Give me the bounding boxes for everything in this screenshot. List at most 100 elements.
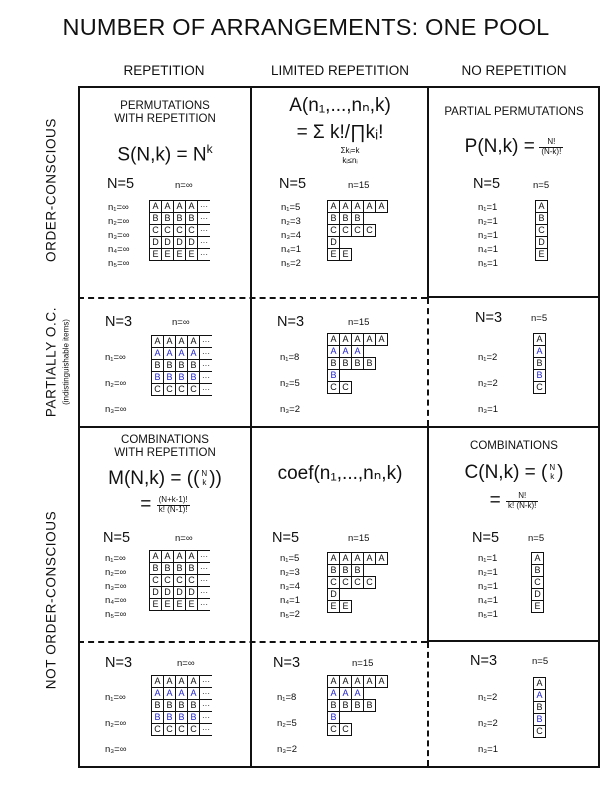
grid-cell: B bbox=[185, 562, 198, 575]
grid-cell: C bbox=[185, 574, 198, 587]
item-count: n₄=1 bbox=[478, 595, 498, 606]
grid-cell: B bbox=[175, 371, 188, 384]
item-counts: n₁=5 n₂=3 n₃=4 n₄=1 n₅=2 bbox=[280, 552, 300, 622]
grid-cell: A bbox=[151, 335, 164, 348]
item-count: n₃=2 bbox=[280, 404, 300, 415]
item-count: n₃=1 bbox=[478, 744, 498, 755]
grid-cell: ··· bbox=[197, 212, 210, 225]
grid-cell: ··· bbox=[197, 200, 210, 213]
item-count: n₂=∞ bbox=[105, 718, 127, 729]
n-value: N=5 bbox=[279, 176, 307, 192]
item-count: n₂=∞ bbox=[108, 216, 130, 227]
grid-cell: A bbox=[185, 200, 198, 213]
item-count: n₂=∞ bbox=[105, 378, 127, 389]
grid-cell: B bbox=[163, 699, 176, 712]
item-count: n₂=2 bbox=[478, 718, 498, 729]
item-count: n₁=8 bbox=[280, 352, 300, 363]
grid-cell: B bbox=[363, 699, 376, 712]
item-counts: n₁=8 n₂=5 n₃=2 bbox=[277, 685, 297, 763]
grid-cell: A bbox=[187, 675, 200, 688]
grid-cell: B bbox=[163, 359, 176, 372]
grid-cell: A bbox=[161, 200, 174, 213]
n-limit: n=15 bbox=[348, 533, 370, 544]
grid-cell: B bbox=[327, 369, 340, 382]
grid-cell: C bbox=[363, 224, 376, 237]
item-count: n₃=4 bbox=[281, 230, 301, 241]
arrangement-grid: A A A A ··· A A A A ··· B B B B ··· B B B B ··· C C C C ··· bbox=[151, 335, 212, 396]
item-count: n₂=2 bbox=[478, 378, 498, 389]
grid-cell: B bbox=[175, 359, 188, 372]
grid-cell: D bbox=[531, 588, 544, 601]
grid-cell: A bbox=[327, 200, 340, 213]
n-value: N=5 bbox=[272, 530, 300, 546]
grid-cell: ··· bbox=[197, 236, 210, 249]
grid-cell: B bbox=[535, 212, 548, 225]
grid-cell: C bbox=[533, 725, 546, 738]
grid-cell: E bbox=[327, 248, 340, 261]
page-title: NUMBER OF ARRANGEMENTS: ONE POOL bbox=[62, 14, 550, 40]
grid-cell: ··· bbox=[197, 224, 210, 237]
grid-cell: C bbox=[151, 383, 164, 396]
grid-cell: B bbox=[149, 212, 162, 225]
grid-cell: A bbox=[175, 347, 188, 360]
n-limit: n=15 bbox=[348, 180, 370, 191]
grid-cell: C bbox=[531, 576, 544, 589]
grid-cell: A bbox=[351, 200, 364, 213]
item-count: n₅=∞ bbox=[108, 258, 130, 269]
grid-cell: B bbox=[533, 701, 546, 714]
grid-cell: B bbox=[351, 564, 364, 577]
grid-cell: A bbox=[163, 335, 176, 348]
grid-cell: A bbox=[163, 675, 176, 688]
grid-cell: D bbox=[173, 236, 186, 249]
grid-cell: A bbox=[531, 552, 544, 565]
row-header-not-order-conscious: NOT ORDER-CONSCIOUS bbox=[43, 510, 59, 690]
grid-cell: E bbox=[185, 248, 198, 261]
grid-cell: C bbox=[187, 723, 200, 736]
grid-cell: E bbox=[339, 600, 352, 613]
grid-cell: A bbox=[149, 550, 162, 563]
grid-row-divider bbox=[78, 426, 600, 428]
grid-cell: ··· bbox=[199, 347, 212, 360]
row-subheader-indistinguishable: (indistinguishable items) bbox=[61, 319, 71, 405]
grid-cell: C bbox=[173, 574, 186, 587]
grid-cell: B bbox=[533, 357, 546, 370]
grid-cell: B bbox=[351, 357, 364, 370]
grid-cell: A bbox=[175, 687, 188, 700]
grid-cell: ··· bbox=[197, 550, 210, 563]
n-limit: n=∞ bbox=[175, 180, 193, 191]
grid-cell: E bbox=[161, 248, 174, 261]
grid-cell: B bbox=[151, 359, 164, 372]
grid-cell: C bbox=[327, 723, 340, 736]
grid-cell: B bbox=[161, 562, 174, 575]
grid-dashed-line-1 bbox=[78, 297, 427, 299]
item-count: n₂=∞ bbox=[105, 567, 127, 578]
grid-cell: B bbox=[185, 212, 198, 225]
n-limit: n=∞ bbox=[175, 533, 193, 544]
grid-cell: B bbox=[363, 357, 376, 370]
item-count: n₁=∞ bbox=[105, 352, 126, 363]
column-header-no-repetition: NO REPETITION bbox=[461, 63, 567, 78]
grid-dashed-line-2 bbox=[78, 641, 427, 643]
grid-cell: B bbox=[187, 371, 200, 384]
grid-cell: A bbox=[187, 335, 200, 348]
grid-cell: B bbox=[327, 564, 340, 577]
grid-cell: A bbox=[151, 347, 164, 360]
grid-cell: B bbox=[149, 562, 162, 575]
grid-cell: A bbox=[327, 675, 340, 688]
grid-cell: D bbox=[161, 236, 174, 249]
grid-cell: B bbox=[339, 564, 352, 577]
grid-cell: A bbox=[151, 687, 164, 700]
grid-cell: C bbox=[163, 723, 176, 736]
item-count: n₅=1 bbox=[478, 609, 498, 620]
grid-cell: A bbox=[163, 687, 176, 700]
label-permutations-with-repetition: PERMUTATIONS WITH REPETITION bbox=[114, 100, 216, 126]
grid-cell: A bbox=[533, 333, 546, 346]
grid-cell: C bbox=[535, 224, 548, 237]
grid-cell: E bbox=[173, 248, 186, 261]
item-count: n₁=8 bbox=[277, 692, 297, 703]
